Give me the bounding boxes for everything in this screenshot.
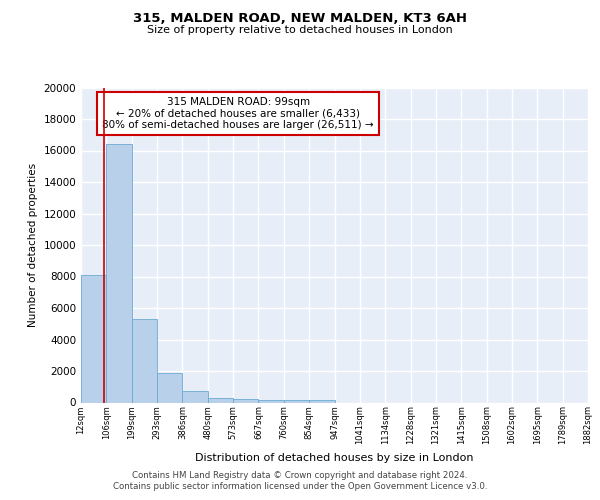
Text: 315 MALDEN ROAD: 99sqm
← 20% of detached houses are smaller (6,433)
80% of semi-: 315 MALDEN ROAD: 99sqm ← 20% of detached… [103,97,374,130]
X-axis label: Distribution of detached houses by size in London: Distribution of detached houses by size … [195,452,474,462]
Bar [182,392,208,402]
Bar [259,400,284,402]
Y-axis label: Number of detached properties: Number of detached properties [28,163,38,327]
Text: 315, MALDEN ROAD, NEW MALDEN, KT3 6AH: 315, MALDEN ROAD, NEW MALDEN, KT3 6AH [133,12,467,26]
Bar [81,275,106,402]
Bar [106,144,132,403]
Bar [208,398,233,402]
Bar [157,374,182,402]
Text: Contains public sector information licensed under the Open Government Licence v3: Contains public sector information licen… [113,482,487,491]
Bar [284,400,309,402]
Text: Contains HM Land Registry data © Crown copyright and database right 2024.: Contains HM Land Registry data © Crown c… [132,471,468,480]
Bar [309,400,335,402]
Text: Size of property relative to detached houses in London: Size of property relative to detached ho… [147,25,453,35]
Bar [132,319,157,402]
Bar [233,400,259,402]
